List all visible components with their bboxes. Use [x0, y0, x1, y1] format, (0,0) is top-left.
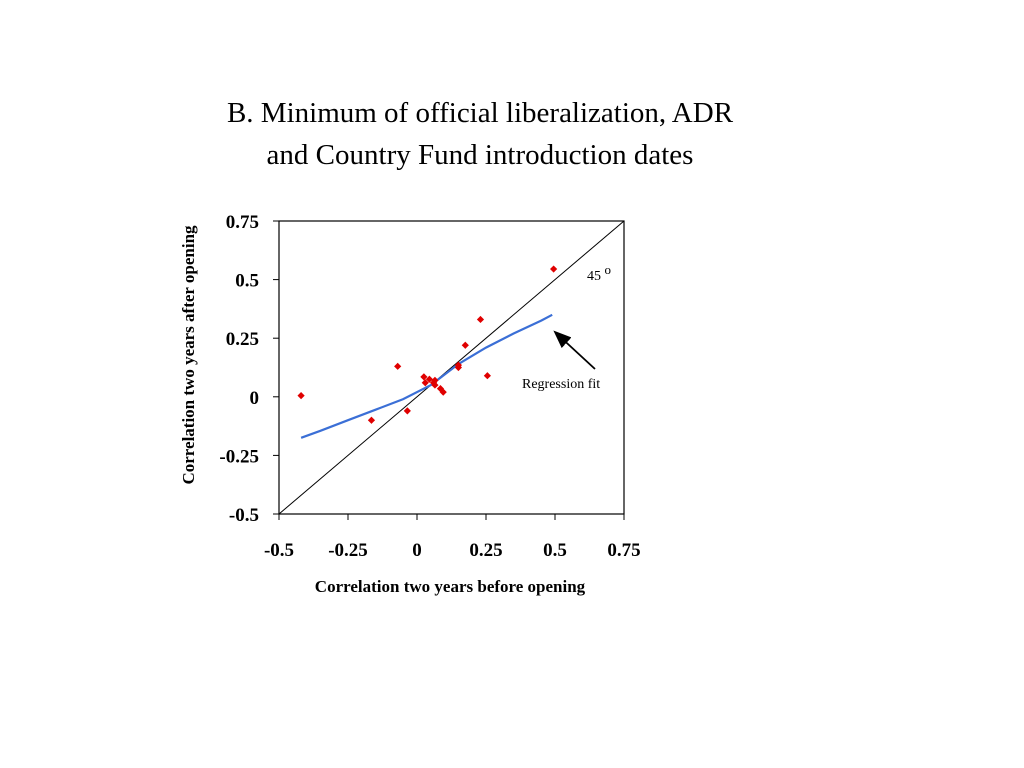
- x-axis-label: Correlation two years before opening: [315, 577, 586, 596]
- data-point: [550, 265, 558, 273]
- data-point: [454, 361, 462, 369]
- regression-layer: [300, 313, 553, 439]
- chart-title-line-2: and Country Fund introduction dates: [266, 139, 694, 171]
- data-point: [439, 388, 447, 396]
- angle-annotation-value: 45: [587, 269, 601, 284]
- y-tick-label: 0.5: [235, 271, 259, 292]
- data-point: [431, 376, 439, 384]
- points-layer: [297, 265, 558, 424]
- chart-title-line-1: B. Minimum of official liberalization, A…: [226, 97, 734, 129]
- ticks-layer: -0.5 -0.25 0 0.25 0.5 0.75 0.75 0.5 0.25 0 -0.25 -0…: [219, 212, 640, 561]
- data-point: [425, 375, 434, 383]
- data-point: [394, 362, 402, 370]
- x-tick-label: 0.75: [607, 540, 640, 561]
- data-point: [367, 416, 376, 424]
- plot-frame: [278, 220, 625, 515]
- y-tick-label: 0.25: [226, 329, 259, 350]
- data-point: [420, 373, 428, 381]
- data-point: [461, 341, 469, 349]
- x-tick-label: 0.25: [469, 540, 502, 561]
- data-point: [421, 379, 429, 387]
- data-point: [483, 372, 491, 380]
- x-tick-label: 0: [412, 540, 422, 561]
- regression-annotation: Regression fit: [522, 377, 600, 392]
- y-axis-label: Correlation two years after opening: [179, 225, 198, 485]
- y-tick-label: -0.25: [219, 446, 259, 467]
- angle-annotation-degree: o: [605, 262, 612, 277]
- regression-annotation-arrow: [553, 330, 596, 370]
- data-point: [431, 381, 439, 389]
- angle-annotation: 45 o: [587, 262, 611, 284]
- regression-fit-line: [300, 313, 553, 439]
- x-tick-label: -0.25: [328, 540, 368, 561]
- x-tick-label: -0.5: [264, 540, 294, 561]
- data-point: [297, 392, 305, 400]
- chart-title: B. Minimum of official liberalization, A…: [100, 92, 860, 176]
- y-tick-label: 0: [250, 388, 260, 409]
- data-point: [476, 315, 485, 324]
- y-tick-label: -0.5: [229, 505, 259, 526]
- y-tick-label: 0.75: [226, 212, 259, 233]
- data-point: [403, 407, 411, 415]
- x-tick-label: 0.5: [543, 540, 567, 561]
- reference-45-line: [278, 220, 625, 515]
- reference-layer: [278, 220, 625, 515]
